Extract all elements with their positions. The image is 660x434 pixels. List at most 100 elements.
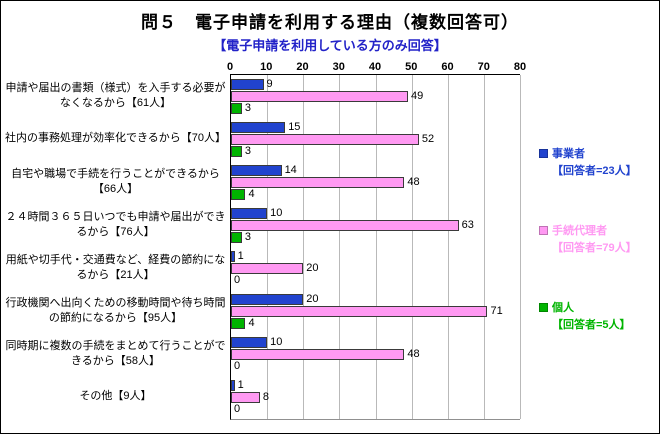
bar-line: 20: [231, 263, 520, 274]
category-label: 自宅や職場で手続を行うことができるから【66人】: [11, 168, 220, 195]
value-label: 15: [288, 121, 301, 133]
axis-tick-label: 50: [405, 61, 418, 73]
legend-respondents: 【回答者=23人】: [552, 164, 637, 177]
legend-swatch: [539, 303, 548, 312]
value-label: 10: [270, 336, 283, 348]
legend-label: 手続代理者【回答者=79人】: [552, 223, 637, 256]
value-label: 52: [421, 133, 435, 145]
bar-group: 1 20 0: [231, 247, 520, 290]
gridline: [447, 75, 449, 419]
bar-segment: [231, 251, 235, 262]
plot-col: 9 49 3 15 52 3 14 48 4 10 63 3 1 20 0 20 71 4 10 48 0 1 8 0: [230, 74, 521, 420]
legend-item: 個人【回答者=5人】: [539, 300, 659, 333]
value-label: 4: [248, 188, 255, 200]
bar-segment: [231, 220, 459, 231]
gridline: [375, 75, 377, 419]
bar-line: 52: [231, 134, 520, 145]
chart-title: 問５ 電子申請を利用する理由（複数回答可）: [141, 13, 519, 32]
category-label: 用紙や切手代・交通費など、経費の節約になるから【21人】: [5, 254, 226, 281]
bar-segment: [231, 392, 260, 403]
gridline: [303, 75, 305, 419]
category-label: 申請や届出の書類（様式）を入手する必要がなくなるから【61人】: [5, 82, 226, 109]
legend-swatch: [539, 226, 548, 235]
value-label: 3: [244, 231, 251, 243]
category-label: その他【9人】: [79, 390, 152, 403]
bar-segment: [231, 306, 488, 317]
bar-segment: [231, 208, 268, 219]
value-label: 3: [244, 145, 251, 157]
bar-segment: [231, 79, 264, 90]
category-label: 同時期に複数の手続をまとめて行うことができるから【58人】: [5, 340, 226, 367]
gridline: [267, 75, 269, 419]
legend-label: 個人【回答者=5人】: [552, 300, 631, 333]
bar-line: 10: [231, 337, 520, 348]
bar-line: 1: [231, 251, 520, 262]
axis-tick-label: 80: [513, 61, 527, 73]
bar-line: 20: [231, 294, 520, 305]
bar-line: 3: [231, 146, 520, 157]
category-label: 社内の事務処理が効率化できるから【70人】: [4, 132, 226, 145]
axis-tick-label: 0: [226, 61, 234, 73]
bar-line: 0: [231, 361, 520, 372]
bar-segment: [231, 103, 242, 114]
legend-swatch: [539, 149, 548, 158]
plot-area: 申請や届出の書類（様式）を入手する必要がなくなるから【61人】社内の事務処理が効…: [1, 74, 525, 420]
legend-series-name: 手続代理者: [552, 225, 607, 237]
bar-group: 20 71 4: [231, 290, 520, 333]
value-label: 1: [237, 250, 244, 262]
bar-line: 63: [231, 220, 520, 231]
axis-tick-label: 20: [296, 61, 309, 73]
axis-tick-label: 30: [332, 61, 345, 73]
bar-line: 1: [231, 380, 520, 391]
bar-line: 0: [231, 275, 520, 286]
bar-segment: [231, 122, 286, 133]
bar-line: 8: [231, 392, 520, 403]
bar-segment: [231, 263, 304, 274]
legend-series-name: 個人: [552, 302, 574, 314]
bar-segment: [231, 165, 282, 176]
axis-tick-label: 60: [441, 61, 454, 73]
bar-line: 48: [231, 177, 520, 188]
bar-group: 9 49 3: [231, 75, 520, 118]
bar-group: 15 52 3: [231, 118, 520, 161]
plot-main: 0 10 20 30 40 50 60 70 80 申請や届出の書類（様式）を入手する必要がなく…: [1, 59, 527, 420]
bar-group: 10 63 3: [231, 204, 520, 247]
bar-segment: [231, 91, 408, 102]
bar-line: 71: [231, 306, 520, 317]
value-label: 8: [262, 391, 270, 403]
value-label: 49: [411, 90, 424, 102]
value-label: 20: [306, 293, 319, 305]
value-label: 48: [407, 348, 420, 360]
bar-group: 1 8 0: [231, 376, 520, 419]
axis-tick-label: 40: [368, 61, 382, 73]
bar-segment: [231, 349, 405, 360]
bar-line: 15: [231, 122, 520, 133]
value-label: 0: [234, 360, 241, 372]
category-label: ２４時間３６５日いつでも申請や届出ができるから【76人】: [5, 211, 226, 238]
chart-subtitle: 【電子申請を利用している方のみ回答】: [213, 38, 447, 53]
value-label: 1: [237, 379, 244, 391]
gridline: [339, 75, 341, 419]
value-label: 20: [306, 262, 319, 274]
bar-line: 48: [231, 349, 520, 360]
bar-segment: [231, 146, 242, 157]
axis-tick-label: 70: [477, 61, 490, 73]
bar-segment: [231, 337, 268, 348]
value-label: 3: [244, 102, 251, 114]
legend-respondents: 【回答者=5人】: [552, 318, 631, 331]
gridline: [411, 75, 413, 419]
value-label: 9: [266, 78, 273, 90]
value-label: 14: [284, 164, 297, 176]
gridline: [483, 75, 485, 419]
value-label: 71: [490, 305, 503, 317]
bar-group: 10 48 0: [231, 333, 520, 376]
bar-segment: [231, 177, 405, 188]
bar-line: 9: [231, 79, 520, 90]
value-label: 63: [461, 219, 474, 231]
legend-respondents: 【回答者=79人】: [552, 241, 637, 254]
grid-layer: [231, 75, 521, 419]
axis-tick-label: 10: [260, 61, 273, 73]
gridline: [520, 75, 521, 419]
category-label: 行政機関へ出向くための移動時間や待ち時間の節約になるから【95人】: [5, 297, 226, 324]
